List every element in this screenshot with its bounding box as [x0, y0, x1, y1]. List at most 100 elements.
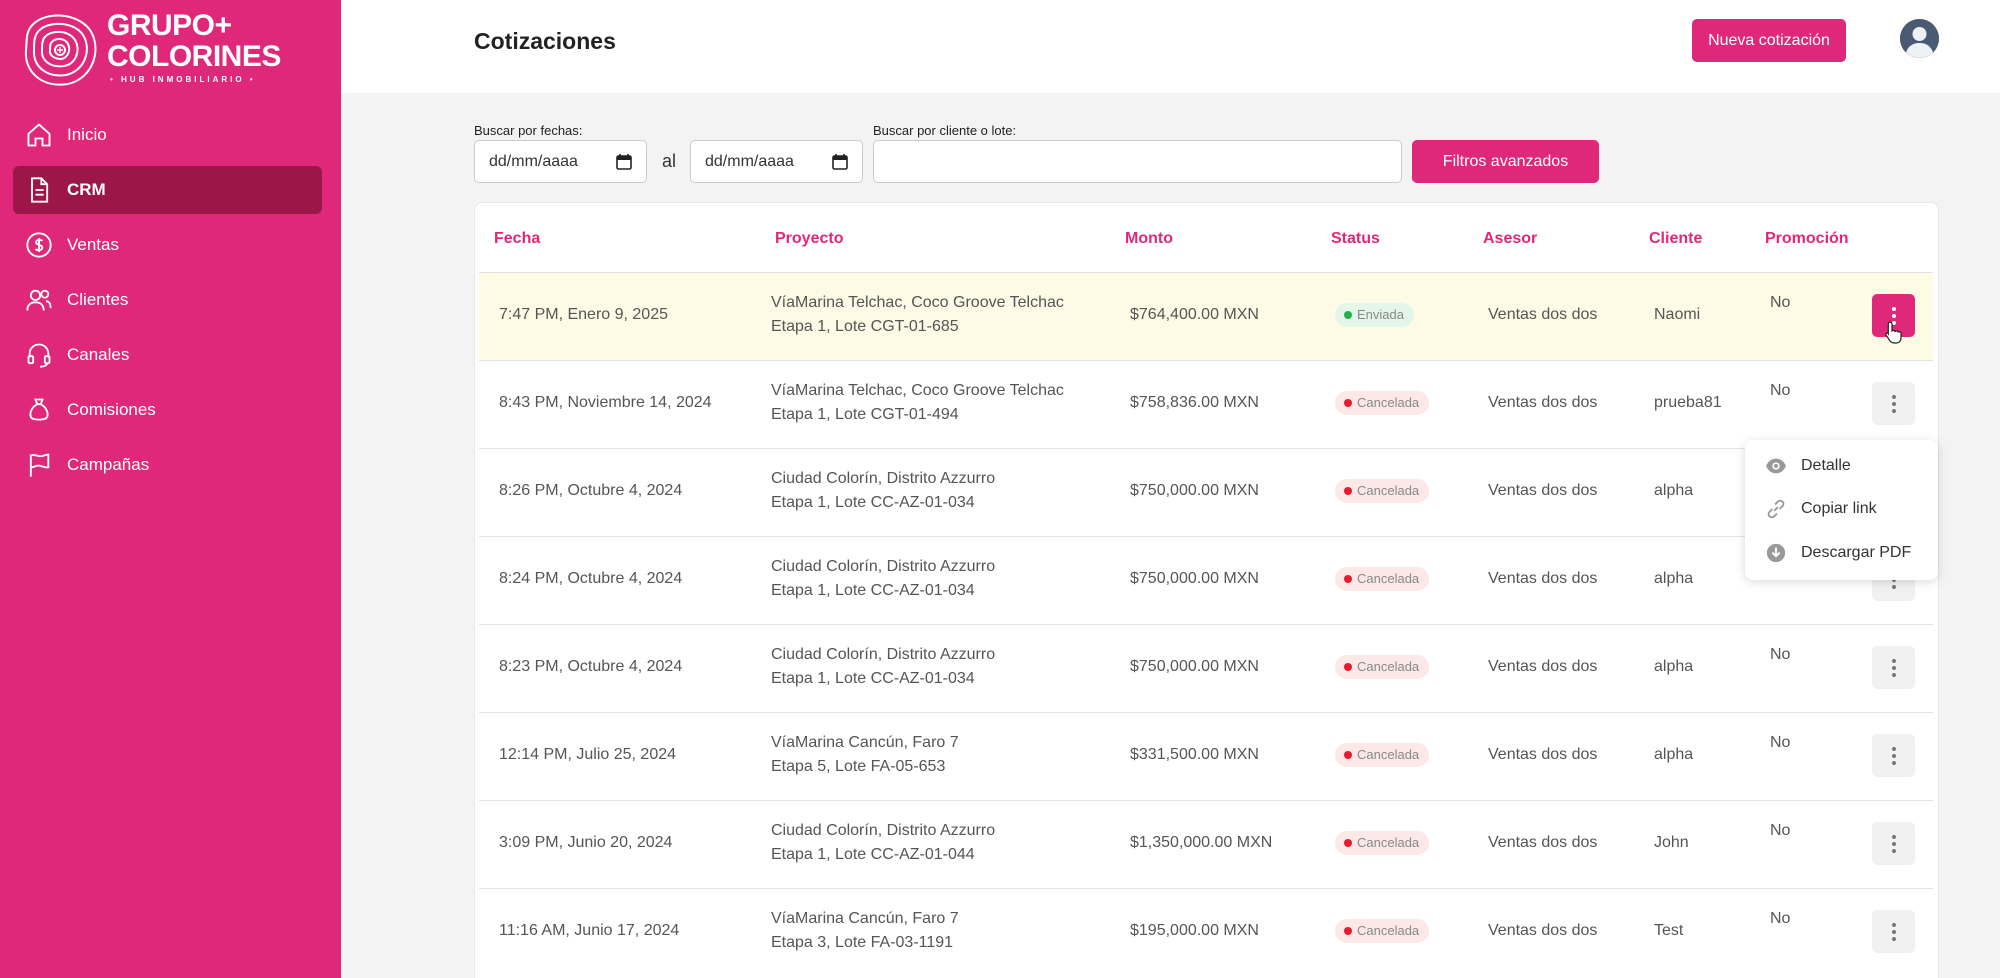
row-actions-button[interactable]: [1872, 734, 1915, 777]
cell-fecha: 7:47 PM, Enero 9, 2025: [499, 306, 668, 323]
row-actions-button[interactable]: [1872, 382, 1915, 425]
sidebar-item-inicio[interactable]: Inicio: [13, 111, 322, 159]
brand-tagline: • HUB INMOBILIARIO •: [110, 75, 256, 84]
row-actions-button[interactable]: [1872, 646, 1915, 689]
cell-fecha: 8:24 PM, Octubre 4, 2024: [499, 570, 683, 587]
cell-monto: $195,000.00 MXN: [1130, 922, 1259, 939]
cell-cliente: alpha: [1654, 482, 1694, 499]
table-row[interactable]: [479, 360, 1933, 448]
sidebar-item-campanas[interactable]: Campañas: [13, 441, 322, 489]
date-range-separator: al: [662, 151, 677, 171]
cell-promocion: No: [1770, 734, 1791, 751]
advanced-filters-button[interactable]: Filtros avanzados: [1412, 140, 1599, 183]
brand-logo[interactable]: GRUPO+ COLORINES • HUB INMOBILIARIO •: [22, 8, 282, 90]
row-actions-button[interactable]: [1872, 822, 1915, 865]
cell-fecha: 11:16 AM, Junio 17, 2024: [499, 922, 680, 939]
column-header-fecha[interactable]: Fecha: [494, 230, 541, 247]
headset-icon: [27, 343, 51, 368]
cell-proyecto-line2: Etapa 3, Lote FA-03-1191: [771, 934, 954, 951]
menu-item-copiar-link[interactable]: Copiar link: [1765, 494, 1877, 524]
cell-asesor: Ventas dos dos: [1488, 834, 1598, 851]
sidebar-item-crm[interactable]: CRM: [13, 166, 322, 214]
table-row[interactable]: [479, 800, 1933, 888]
kebab-menu-icon: [1891, 922, 1896, 941]
calendar-icon[interactable]: [832, 153, 848, 170]
column-header-promocion[interactable]: Promoción: [1765, 230, 1849, 247]
table-row[interactable]: [479, 536, 1933, 624]
column-header-status[interactable]: Status: [1331, 230, 1380, 247]
cell-proyecto-line1: Ciudad Colorín, Distrito Azzurro: [771, 822, 996, 839]
table-row[interactable]: [479, 272, 1933, 360]
cell-proyecto-line2: Etapa 1, Lote CGT-01-494: [771, 406, 959, 423]
date-from-input[interactable]: dd/mm/aaaa: [474, 140, 647, 183]
table-row[interactable]: [479, 712, 1933, 800]
avatar[interactable]: [1900, 19, 1939, 58]
money-bag-icon: [29, 398, 49, 421]
sidebar-item-label: Ventas: [67, 235, 119, 254]
kebab-menu-icon: [1891, 394, 1896, 413]
cell-proyecto-line1: Ciudad Colorín, Distrito Azzurro: [771, 558, 996, 575]
column-header-proyecto[interactable]: Proyecto: [775, 230, 844, 247]
date-filter-label: Buscar por fechas:: [474, 123, 583, 138]
cell-fecha: 3:09 PM, Junio 20, 2024: [499, 834, 673, 851]
status-badge: Cancelada: [1335, 831, 1430, 855]
table-row[interactable]: [479, 448, 1933, 536]
row-actions-button[interactable]: [1872, 910, 1915, 953]
cell-monto: $764,400.00 MXN: [1130, 306, 1259, 323]
sidebar-item-comisiones[interactable]: Comisiones: [13, 386, 322, 434]
sidebar-item-canales[interactable]: Canales: [13, 331, 322, 379]
cell-fecha: 12:14 PM, Julio 25, 2024: [499, 746, 677, 763]
cell-proyecto-line2: Etapa 1, Lote CC-AZ-01-034: [771, 582, 975, 599]
cell-cliente: alpha: [1654, 746, 1694, 763]
cell-proyecto-line1: Ciudad Colorín, Distrito Azzurro: [771, 646, 996, 663]
table-row[interactable]: [479, 624, 1933, 712]
calendar-icon[interactable]: [616, 153, 632, 170]
users-icon: [26, 289, 52, 311]
sidebar: GRUPO+ COLORINES • HUB INMOBILIARIO • In…: [0, 0, 341, 978]
cell-cliente: prueba81: [1654, 394, 1722, 411]
menu-item-detalle[interactable]: Detalle: [1765, 451, 1851, 481]
brand-line1: GRUPO+: [107, 9, 232, 42]
search-label: Buscar por cliente o lote:: [873, 123, 1017, 138]
cell-proyecto-line2: Etapa 1, Lote CC-AZ-01-034: [771, 494, 975, 511]
column-header-monto[interactable]: Monto: [1125, 230, 1173, 247]
cell-proyecto-line2: Etapa 5, Lote FA-05-653: [771, 758, 946, 775]
table-row[interactable]: [479, 888, 1933, 976]
cell-promocion: No: [1770, 646, 1791, 663]
eye-icon: [1765, 458, 1787, 474]
search-input[interactable]: [873, 140, 1402, 183]
brand-name: GRUPO+ COLORINES: [107, 10, 281, 72]
cell-asesor: Ventas dos dos: [1488, 482, 1598, 499]
cell-monto: $1,350,000.00 MXN: [1130, 834, 1273, 851]
date-to-value: dd/mm/aaaa: [705, 152, 794, 170]
user-avatar-icon: [1900, 19, 1939, 58]
menu-item-descargar-pdf[interactable]: Descargar PDF: [1765, 538, 1911, 568]
sidebar-item-label: Inicio: [67, 125, 107, 144]
column-header-asesor[interactable]: Asesor: [1483, 230, 1538, 247]
status-badge: Cancelada: [1335, 391, 1430, 415]
cell-proyecto-line1: VíaMarina Telchac, Coco Groove Telchac: [771, 294, 1064, 311]
cell-monto: $750,000.00 MXN: [1130, 658, 1259, 675]
sidebar-nav: Inicio CRM Ventas Clientes Canales Comis…: [13, 111, 322, 496]
menu-item-label: Detalle: [1801, 457, 1851, 474]
status-badge: Cancelada: [1335, 567, 1430, 591]
status-badge: Cancelada: [1335, 655, 1430, 679]
sidebar-item-ventas[interactable]: Ventas: [13, 221, 322, 269]
page-title: Cotizaciones: [474, 28, 616, 54]
date-to-input[interactable]: dd/mm/aaaa: [690, 140, 863, 183]
sidebar-item-clientes[interactable]: Clientes: [13, 276, 322, 324]
sidebar-item-label: CRM: [67, 180, 106, 199]
menu-item-label: Copiar link: [1801, 500, 1877, 517]
cell-asesor: Ventas dos dos: [1488, 746, 1598, 763]
new-quote-button[interactable]: Nueva cotización: [1692, 19, 1846, 62]
cell-fecha: 8:43 PM, Noviembre 14, 2024: [499, 394, 712, 411]
brand-line2: COLORINES: [107, 40, 281, 73]
cell-proyecto-line1: VíaMarina Telchac, Coco Groove Telchac: [771, 382, 1064, 399]
cell-proyecto-line2: Etapa 1, Lote CGT-01-685: [771, 318, 959, 335]
pointer-cursor-icon: [1885, 321, 1902, 344]
cell-monto: $331,500.00 MXN: [1130, 746, 1259, 763]
top-header: Cotizaciones Nueva cotización: [341, 0, 2000, 93]
cell-promocion: No: [1770, 822, 1791, 839]
cell-cliente: alpha: [1654, 658, 1694, 675]
column-header-cliente[interactable]: Cliente: [1649, 230, 1703, 247]
